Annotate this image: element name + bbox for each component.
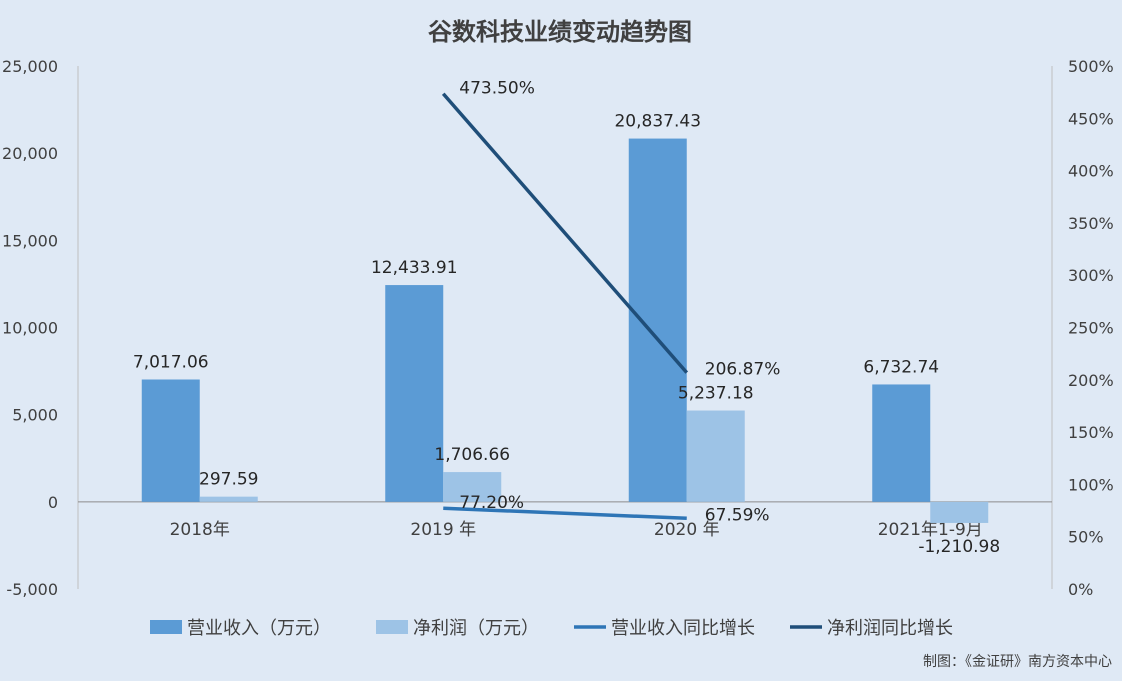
bar bbox=[872, 384, 931, 502]
series-line bbox=[441, 92, 689, 374]
legend-swatch bbox=[376, 620, 408, 634]
y-tick-label: 15,000 bbox=[2, 231, 58, 250]
bar-data-label: 6,732.74 bbox=[863, 357, 939, 377]
legend-label: 净利润（万元） bbox=[413, 618, 539, 639]
chart-title: 谷数科技业绩变动趋势图 bbox=[428, 18, 692, 46]
y-tick-label: -5,000 bbox=[6, 580, 58, 599]
bar bbox=[199, 496, 258, 502]
y2-tick-label: 500% bbox=[1068, 57, 1114, 76]
line-data-label: 473.50% bbox=[459, 79, 535, 99]
y-tick-label: 5,000 bbox=[12, 406, 58, 425]
legend-label: 营业收入同比增长 bbox=[611, 618, 755, 639]
y2-tick-label: 400% bbox=[1068, 162, 1114, 181]
x-tick-label: 2020 年 bbox=[654, 520, 720, 540]
line-data-label: 206.87% bbox=[705, 360, 781, 380]
bar bbox=[686, 410, 745, 502]
bar-data-label: 1,706.66 bbox=[434, 445, 510, 465]
axes: -5,000 0 5,000 10,000 15,000 20,000 25,000 0% 50… bbox=[2, 57, 1114, 599]
source-note: 制图：《金证研》南方资本中心 bbox=[923, 654, 1112, 670]
y2-tick-label: 200% bbox=[1068, 371, 1114, 390]
bar-marks bbox=[141, 138, 989, 523]
x-tick-label: 2021年1-9月 bbox=[878, 520, 983, 540]
bar-data-label: 20,837.43 bbox=[614, 112, 701, 132]
bar-data-label: 7,017.06 bbox=[133, 353, 209, 373]
line-marks bbox=[441, 92, 689, 521]
y2-tick-label: 300% bbox=[1068, 266, 1114, 285]
series-line bbox=[443, 506, 687, 521]
legend-swatch bbox=[150, 620, 182, 634]
y-tick-label: 20,000 bbox=[2, 144, 58, 163]
y-tick-label: 25,000 bbox=[2, 57, 58, 76]
legend-label: 净利润同比增长 bbox=[827, 618, 953, 639]
legend-label: 营业收入（万元） bbox=[187, 618, 331, 639]
line-data-label: 67.59% bbox=[705, 505, 770, 525]
y2-tick-label: 0% bbox=[1068, 580, 1093, 599]
bar bbox=[443, 472, 502, 502]
bar bbox=[628, 138, 687, 502]
data-labels: 7,017.06 12,433.91 20,837.43 6,732.74 297.59… bbox=[133, 79, 1000, 557]
y-tick-label: 0 bbox=[48, 493, 58, 512]
y2-tick-label: 350% bbox=[1068, 214, 1114, 233]
y2-tick-label: 150% bbox=[1068, 423, 1114, 442]
y-tick-label: 10,000 bbox=[2, 319, 58, 338]
x-tick-label: 2019 年 bbox=[410, 520, 476, 540]
y2-tick-label: 100% bbox=[1068, 475, 1114, 494]
bar-data-label: 297.59 bbox=[199, 470, 258, 490]
y2-tick-label: 250% bbox=[1068, 319, 1114, 338]
bar bbox=[141, 379, 200, 502]
y2-tick-label: 50% bbox=[1068, 528, 1104, 547]
x-tick-label: 2018年 bbox=[170, 520, 230, 540]
line-data-label: 77.20% bbox=[459, 493, 524, 513]
bar bbox=[930, 501, 989, 523]
y2-tick-label: 450% bbox=[1068, 109, 1114, 128]
bar-data-label: 5,237.18 bbox=[678, 384, 754, 404]
bar-data-label: 12,433.91 bbox=[371, 258, 458, 278]
bar bbox=[385, 285, 444, 502]
bar-data-label: -1,210.98 bbox=[918, 537, 1000, 557]
legend: 营业收入（万元） 净利润（万元） 营业收入同比增长 净利润同比增长 bbox=[150, 618, 953, 639]
